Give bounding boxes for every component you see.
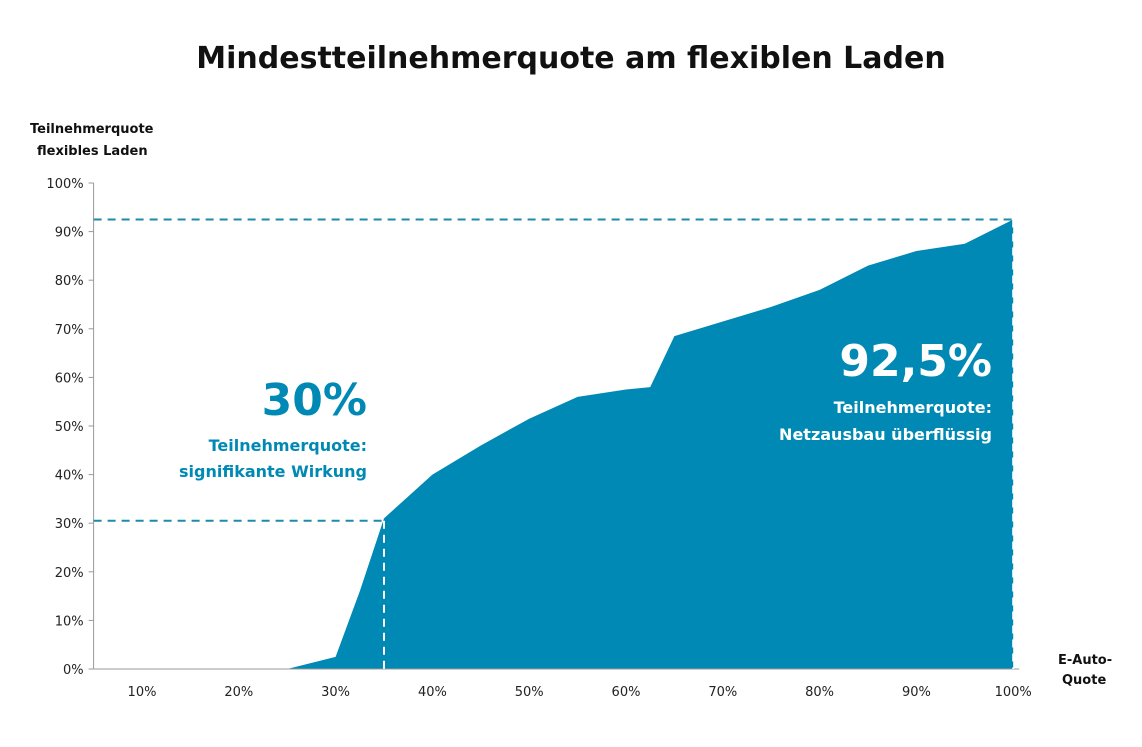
y-tick-label: 100% <box>46 177 83 192</box>
y-tick-label: 90% <box>55 226 84 241</box>
chart-title: Mindestteilnehmerquote am flexiblen Lade… <box>196 41 945 76</box>
y-tick-label: 20% <box>55 566 84 581</box>
annotation-30-line2: signifikante Wirkung <box>179 462 367 481</box>
annotation-92-value: 92,5% <box>839 336 992 387</box>
x-tick-label: 70% <box>708 685 737 700</box>
y-axis-label-line2: flexibles Laden <box>37 144 148 159</box>
y-tick-label: 50% <box>55 420 84 435</box>
y-tick-label: 30% <box>55 517 84 532</box>
y-tick-label: 70% <box>55 323 84 338</box>
x-tick-label: 50% <box>515 685 544 700</box>
annotation-30-line1: Teilnehmerquote: <box>209 436 367 455</box>
annotation-30-value: 30% <box>262 375 367 426</box>
x-axis-label-line1: E-Auto- <box>1058 653 1112 668</box>
x-tick-label: 40% <box>418 685 447 700</box>
x-axis-label-line2: Quote <box>1062 673 1106 688</box>
annotation-92-line2: Netzausbau überflüssig <box>779 425 992 444</box>
x-tick-label: 80% <box>805 685 834 700</box>
x-tick-label: 30% <box>321 685 350 700</box>
x-tick-label: 20% <box>224 685 253 700</box>
y-tick-label: 60% <box>55 371 84 386</box>
x-tick-label: 60% <box>612 685 641 700</box>
x-tick-label: 10% <box>128 685 157 700</box>
y-axis-label-line1: Teilnehmerquote <box>30 122 154 137</box>
y-tick-label: 80% <box>55 274 84 289</box>
x-tick-label: 100% <box>995 685 1032 700</box>
x-tick-label: 90% <box>902 685 931 700</box>
annotation-92-line1: Teilnehmerquote: <box>834 398 992 417</box>
area-series <box>93 219 1014 669</box>
y-tick-label: 0% <box>63 663 84 678</box>
y-tick-label: 40% <box>55 469 84 484</box>
y-tick-label: 10% <box>55 614 84 629</box>
